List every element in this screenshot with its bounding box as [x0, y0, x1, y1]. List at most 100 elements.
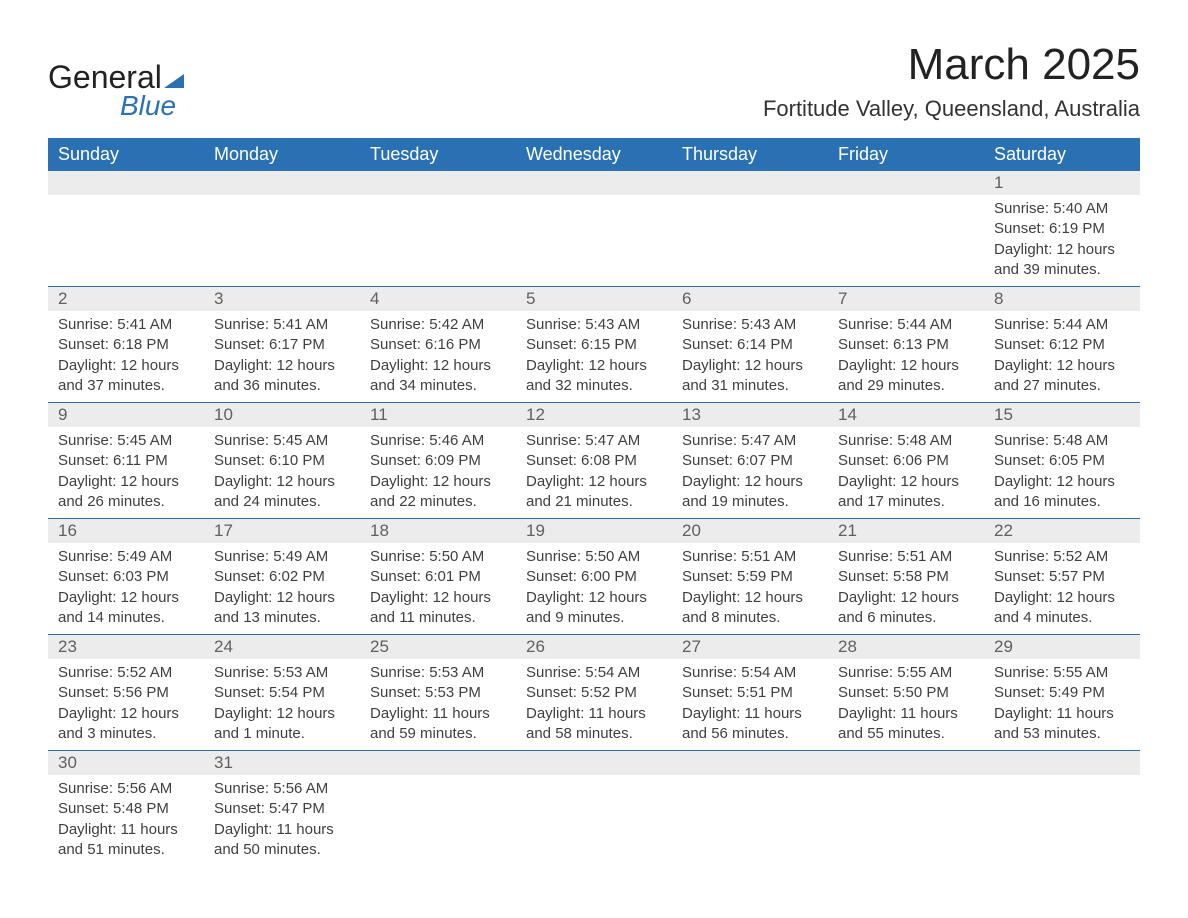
sunrise-text: Sunrise: 5:53 AM — [214, 663, 350, 683]
sunset-text: Sunset: 6:06 PM — [838, 451, 974, 471]
page-title: March 2025 — [763, 40, 1140, 90]
day-number: 16 — [48, 519, 204, 543]
sunset-text: Sunset: 6:02 PM — [214, 567, 350, 587]
daylight-text: Daylight: 12 hours and 32 minutes. — [526, 356, 662, 397]
sunrise-text: Sunrise: 5:40 AM — [994, 199, 1130, 219]
day-number: 30 — [48, 751, 204, 775]
sunset-text: Sunset: 6:00 PM — [526, 567, 662, 587]
page-subtitle: Fortitude Valley, Queensland, Australia — [763, 96, 1140, 122]
daylight-text: Daylight: 12 hours and 4 minutes. — [994, 588, 1130, 629]
daylight-text: Daylight: 12 hours and 21 minutes. — [526, 472, 662, 513]
day-body: Sunrise: 5:47 AMSunset: 6:08 PMDaylight:… — [516, 427, 672, 518]
daylight-text: Daylight: 12 hours and 39 minutes. — [994, 240, 1130, 281]
calendar-day-cell: 10Sunrise: 5:45 AMSunset: 6:10 PMDayligh… — [204, 403, 360, 519]
day-body: Sunrise: 5:56 AMSunset: 5:47 PMDaylight:… — [204, 775, 360, 866]
calendar-day-cell: 23Sunrise: 5:52 AMSunset: 5:56 PMDayligh… — [48, 635, 204, 751]
calendar-day-cell — [672, 171, 828, 287]
calendar-week-row: 9Sunrise: 5:45 AMSunset: 6:11 PMDaylight… — [48, 403, 1140, 519]
sunrise-text: Sunrise: 5:50 AM — [526, 547, 662, 567]
day-number — [516, 171, 672, 195]
calendar-day-cell: 22Sunrise: 5:52 AMSunset: 5:57 PMDayligh… — [984, 519, 1140, 635]
sunset-text: Sunset: 6:12 PM — [994, 335, 1130, 355]
calendar-day-cell — [516, 751, 672, 867]
sunset-text: Sunset: 5:51 PM — [682, 683, 818, 703]
calendar-day-cell: 28Sunrise: 5:55 AMSunset: 5:50 PMDayligh… — [828, 635, 984, 751]
sunset-text: Sunset: 6:03 PM — [58, 567, 194, 587]
day-body: Sunrise: 5:52 AMSunset: 5:57 PMDaylight:… — [984, 543, 1140, 634]
sunset-text: Sunset: 6:17 PM — [214, 335, 350, 355]
day-number: 23 — [48, 635, 204, 659]
day-body: Sunrise: 5:55 AMSunset: 5:49 PMDaylight:… — [984, 659, 1140, 750]
calendar-day-cell: 14Sunrise: 5:48 AMSunset: 6:06 PMDayligh… — [828, 403, 984, 519]
calendar-week-row: 16Sunrise: 5:49 AMSunset: 6:03 PMDayligh… — [48, 519, 1140, 635]
day-number: 29 — [984, 635, 1140, 659]
calendar-day-cell: 30Sunrise: 5:56 AMSunset: 5:48 PMDayligh… — [48, 751, 204, 867]
sunset-text: Sunset: 6:18 PM — [58, 335, 194, 355]
sunrise-text: Sunrise: 5:54 AM — [526, 663, 662, 683]
day-body — [828, 775, 984, 851]
weekday-header-row: Sunday Monday Tuesday Wednesday Thursday… — [48, 138, 1140, 171]
weekday-header: Saturday — [984, 138, 1140, 171]
sunrise-text: Sunrise: 5:51 AM — [838, 547, 974, 567]
calendar-day-cell — [48, 171, 204, 287]
calendar-day-cell — [984, 751, 1140, 867]
calendar-week-row: 23Sunrise: 5:52 AMSunset: 5:56 PMDayligh… — [48, 635, 1140, 751]
calendar-day-cell: 31Sunrise: 5:56 AMSunset: 5:47 PMDayligh… — [204, 751, 360, 867]
day-number: 17 — [204, 519, 360, 543]
calendar-day-cell: 29Sunrise: 5:55 AMSunset: 5:49 PMDayligh… — [984, 635, 1140, 751]
sunset-text: Sunset: 5:54 PM — [214, 683, 350, 703]
calendar-day-cell: 11Sunrise: 5:46 AMSunset: 6:09 PMDayligh… — [360, 403, 516, 519]
sunrise-text: Sunrise: 5:56 AM — [58, 779, 194, 799]
calendar-day-cell — [828, 171, 984, 287]
day-body: Sunrise: 5:51 AMSunset: 5:59 PMDaylight:… — [672, 543, 828, 634]
sunset-text: Sunset: 6:15 PM — [526, 335, 662, 355]
day-number: 8 — [984, 287, 1140, 311]
daylight-text: Daylight: 11 hours and 53 minutes. — [994, 704, 1130, 745]
day-number — [828, 171, 984, 195]
calendar-day-cell: 4Sunrise: 5:42 AMSunset: 6:16 PMDaylight… — [360, 287, 516, 403]
day-number — [48, 171, 204, 195]
sunrise-text: Sunrise: 5:45 AM — [214, 431, 350, 451]
daylight-text: Daylight: 12 hours and 8 minutes. — [682, 588, 818, 629]
sunset-text: Sunset: 6:05 PM — [994, 451, 1130, 471]
day-number: 20 — [672, 519, 828, 543]
sunset-text: Sunset: 6:10 PM — [214, 451, 350, 471]
sunrise-text: Sunrise: 5:55 AM — [994, 663, 1130, 683]
day-body: Sunrise: 5:49 AMSunset: 6:02 PMDaylight:… — [204, 543, 360, 634]
daylight-text: Daylight: 12 hours and 11 minutes. — [370, 588, 506, 629]
calendar-day-cell: 13Sunrise: 5:47 AMSunset: 6:07 PMDayligh… — [672, 403, 828, 519]
daylight-text: Daylight: 12 hours and 19 minutes. — [682, 472, 818, 513]
day-number: 27 — [672, 635, 828, 659]
day-body: Sunrise: 5:51 AMSunset: 5:58 PMDaylight:… — [828, 543, 984, 634]
day-number: 9 — [48, 403, 204, 427]
calendar-day-cell: 8Sunrise: 5:44 AMSunset: 6:12 PMDaylight… — [984, 287, 1140, 403]
daylight-text: Daylight: 12 hours and 26 minutes. — [58, 472, 194, 513]
sunrise-text: Sunrise: 5:43 AM — [526, 315, 662, 335]
calendar-day-cell: 24Sunrise: 5:53 AMSunset: 5:54 PMDayligh… — [204, 635, 360, 751]
sunset-text: Sunset: 5:57 PM — [994, 567, 1130, 587]
sunrise-text: Sunrise: 5:46 AM — [370, 431, 506, 451]
sunset-text: Sunset: 5:59 PM — [682, 567, 818, 587]
day-number: 11 — [360, 403, 516, 427]
day-body: Sunrise: 5:56 AMSunset: 5:48 PMDaylight:… — [48, 775, 204, 866]
calendar-day-cell: 9Sunrise: 5:45 AMSunset: 6:11 PMDaylight… — [48, 403, 204, 519]
calendar-day-cell: 25Sunrise: 5:53 AMSunset: 5:53 PMDayligh… — [360, 635, 516, 751]
calendar-day-cell: 5Sunrise: 5:43 AMSunset: 6:15 PMDaylight… — [516, 287, 672, 403]
day-body — [984, 775, 1140, 851]
calendar-day-cell: 3Sunrise: 5:41 AMSunset: 6:17 PMDaylight… — [204, 287, 360, 403]
day-body: Sunrise: 5:48 AMSunset: 6:06 PMDaylight:… — [828, 427, 984, 518]
sunrise-text: Sunrise: 5:49 AM — [214, 547, 350, 567]
daylight-text: Daylight: 11 hours and 59 minutes. — [370, 704, 506, 745]
day-number — [360, 171, 516, 195]
day-body: Sunrise: 5:50 AMSunset: 6:01 PMDaylight:… — [360, 543, 516, 634]
day-number — [204, 171, 360, 195]
day-number — [984, 751, 1140, 775]
sunrise-text: Sunrise: 5:52 AM — [994, 547, 1130, 567]
sunset-text: Sunset: 6:07 PM — [682, 451, 818, 471]
calendar-day-cell: 26Sunrise: 5:54 AMSunset: 5:52 PMDayligh… — [516, 635, 672, 751]
sunrise-text: Sunrise: 5:44 AM — [838, 315, 974, 335]
logo-text-sub: Blue — [120, 90, 176, 122]
sunrise-text: Sunrise: 5:49 AM — [58, 547, 194, 567]
day-number — [672, 171, 828, 195]
day-number — [516, 751, 672, 775]
